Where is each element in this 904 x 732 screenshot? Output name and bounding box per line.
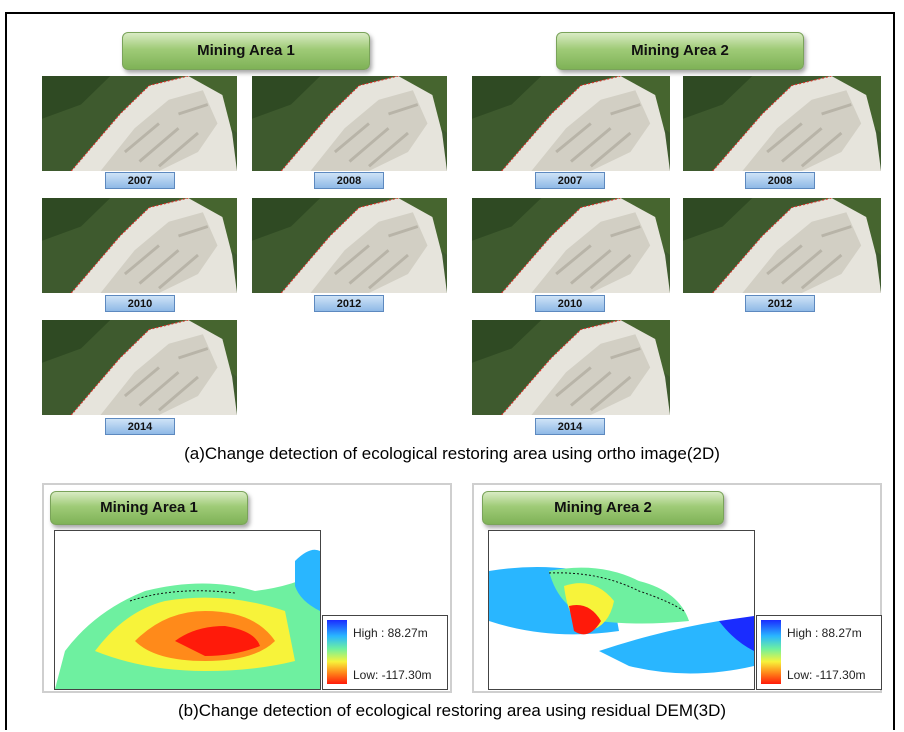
- figure-frame: [5, 12, 895, 730]
- area2-year-label: 2014: [535, 418, 605, 435]
- dem-map-area-1: [54, 530, 321, 690]
- area1-photo-2014: [42, 320, 237, 415]
- color-scale-bar: [761, 620, 781, 684]
- area1-photo-2010: [42, 198, 237, 293]
- area1-photo-2007: [42, 76, 237, 171]
- legend-high: High : 88.27m: [787, 626, 862, 640]
- legend-low: Low: -117.30m: [353, 668, 432, 682]
- caption-a: (a)Change detection of ecological restor…: [184, 444, 720, 463]
- caption-b: (b)Change detection of ecological restor…: [177, 701, 727, 720]
- dem-area-2-title: Mining Area 2: [554, 499, 652, 516]
- dem-legend-area-1: High : 88.27m Low: -117.30m: [322, 615, 448, 690]
- area2-photo-2008: [683, 76, 881, 171]
- legend-low: Low: -117.30m: [787, 668, 866, 682]
- legend-high: High : 88.27m: [353, 626, 428, 640]
- mining-area-2-title: Mining Area 2: [631, 42, 729, 59]
- area2-year-label: 2007: [535, 172, 605, 189]
- area2-photo-2010: [472, 198, 670, 293]
- dem-map-area-2: [488, 530, 755, 690]
- area1-year-label: 2012: [314, 295, 384, 312]
- mining-area-1-banner: Mining Area 1: [122, 32, 370, 70]
- area1-year-label: 2010: [105, 295, 175, 312]
- area1-year-label: 2014: [105, 418, 175, 435]
- dem-area-1-banner: Mining Area 1: [50, 491, 248, 525]
- dem-panel-area-1: Mining Area 1 High : 88.27m Low: -117.30…: [42, 483, 452, 693]
- mining-area-1-title: Mining Area 1: [197, 42, 295, 59]
- area2-photo-2012: [683, 198, 881, 293]
- dem-area-2-banner: Mining Area 2: [482, 491, 724, 525]
- area1-year-label: 2008: [314, 172, 384, 189]
- color-scale-bar: [327, 620, 347, 684]
- mining-area-2-banner: Mining Area 2: [556, 32, 804, 70]
- dem-panel-area-2: Mining Area 2 High : 88.27m Low: -117.30…: [472, 483, 882, 693]
- area2-photo-2014: [472, 320, 670, 415]
- area2-year-label: 2010: [535, 295, 605, 312]
- area1-photo-2012: [252, 198, 447, 293]
- area2-photo-2007: [472, 76, 670, 171]
- area2-year-label: 2012: [745, 295, 815, 312]
- area1-photo-2008: [252, 76, 447, 171]
- dem-legend-area-2: High : 88.27m Low: -117.30m: [756, 615, 882, 690]
- area2-year-label: 2008: [745, 172, 815, 189]
- dem-area-1-title: Mining Area 1: [100, 499, 198, 516]
- area1-year-label: 2007: [105, 172, 175, 189]
